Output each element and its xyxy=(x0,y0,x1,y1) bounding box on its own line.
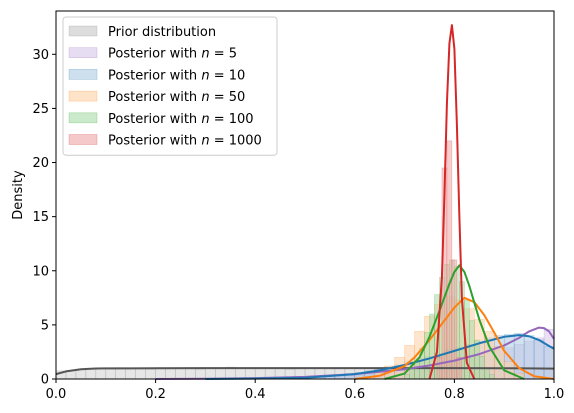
x-tick-label: 0.8 xyxy=(444,387,465,402)
tick-layer: 0.0 0.2 0.4 0.6 0.8 1.0 0 5 10 15 20 25 30 xyxy=(32,48,564,402)
legend-label: Posterior with n = 1000 xyxy=(108,134,262,149)
legend-label: Posterior with n = 10 xyxy=(108,68,245,83)
legend-swatch xyxy=(68,25,98,37)
hist-bar xyxy=(533,339,545,380)
kde-curve xyxy=(205,334,555,380)
axes-frame xyxy=(55,10,555,380)
hist-bar xyxy=(446,140,453,380)
hist-bar xyxy=(145,369,156,380)
hist-bar xyxy=(105,369,117,380)
hist-bar xyxy=(185,367,196,380)
legend-label: Prior distribution xyxy=(108,25,216,40)
hist-bar xyxy=(215,368,226,380)
y-tick-label: 25 xyxy=(32,102,49,117)
y-tick-label: 0 xyxy=(41,373,49,388)
hist-bar xyxy=(489,374,495,380)
y-tick-label: 10 xyxy=(32,264,49,279)
hist-bar xyxy=(165,368,176,380)
y-tick-label: 30 xyxy=(32,48,49,63)
x-tick-label: 0.2 xyxy=(145,387,166,402)
kde-curve xyxy=(384,264,525,380)
x-tick-label: 1.0 xyxy=(544,387,565,402)
hist-bar xyxy=(175,367,186,380)
legend-swatch xyxy=(68,134,98,145)
legend-swatch xyxy=(68,47,98,59)
y-tick-label: 20 xyxy=(32,156,49,171)
hist-bar xyxy=(404,374,410,380)
hist-bar xyxy=(155,367,166,380)
y-tick-label: 15 xyxy=(32,210,49,225)
legend-swatch xyxy=(68,69,98,80)
legend-box xyxy=(62,16,278,156)
hist-bar xyxy=(125,368,136,380)
x-tick-label: 0.0 xyxy=(46,387,67,402)
hist-bar xyxy=(474,339,480,380)
legend-swatch xyxy=(68,112,98,124)
hist-bar xyxy=(484,367,490,380)
hist-bar xyxy=(95,368,107,380)
x-tick-label: 0.6 xyxy=(344,387,365,402)
kde-curve xyxy=(55,367,555,376)
hist-bar xyxy=(205,367,216,380)
legend-label: Posterior with n = 5 xyxy=(108,47,237,62)
kde-layer xyxy=(55,24,555,380)
hist-bar xyxy=(75,369,87,380)
legend-label: Posterior with n = 50 xyxy=(108,90,245,105)
hist-bar xyxy=(135,367,146,380)
legend: Prior distribution Posterior with n = 5 Po… xyxy=(62,16,278,156)
x-tick-label: 0.4 xyxy=(245,387,266,402)
y-tick-label: 5 xyxy=(41,318,49,333)
kde-curve xyxy=(428,24,476,380)
hist-bar xyxy=(543,346,555,380)
legend-label: Posterior with n = 100 xyxy=(108,112,254,127)
kde-curve xyxy=(354,296,555,380)
y-axis-label: Density xyxy=(11,170,26,220)
hist-bar xyxy=(409,369,415,380)
hist-bar xyxy=(195,369,206,380)
legend-swatch xyxy=(68,90,98,102)
